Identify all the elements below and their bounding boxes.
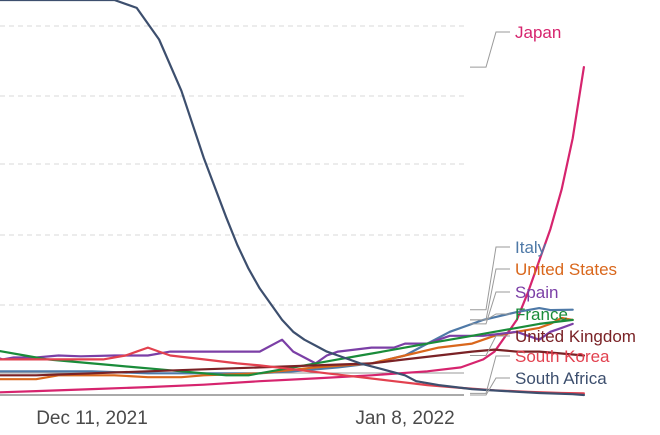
connector-france — [470, 313, 510, 321]
label-japan: Japan — [515, 23, 561, 42]
label-united-states: United States — [515, 260, 617, 279]
x-tick-label-dec-11: Dec 11, 2021 — [36, 408, 148, 429]
label-italy: Italy — [515, 238, 547, 257]
series-line-south-africa — [0, 0, 585, 397]
connector-united-kingdom — [470, 335, 510, 356]
series-line-united-kingdom — [0, 348, 585, 377]
series-line-japan — [0, 66, 585, 394]
series-line-france — [0, 318, 574, 377]
label-united-kingdom: United Kingdom — [515, 327, 636, 346]
connector-italy — [470, 246, 510, 311]
label-france: France — [515, 305, 568, 324]
connector-spain — [470, 291, 510, 325]
label-spain: Spain — [515, 283, 558, 302]
grid-lines — [0, 25, 464, 374]
label-connectors — [470, 31, 510, 396]
label-south-korea: South Korea — [515, 347, 610, 366]
series-line-united-states — [0, 316, 574, 381]
series-labels: Japan Italy United States Spain France United… — [515, 23, 636, 388]
connector-south-africa — [470, 377, 510, 396]
connector-south-korea — [470, 355, 510, 394]
x-tick-label-jan-8: Jan 8, 2022 — [355, 408, 454, 429]
label-south-africa: South Africa — [515, 369, 607, 388]
series-lines — [0, 0, 585, 397]
connector-japan — [470, 31, 510, 68]
